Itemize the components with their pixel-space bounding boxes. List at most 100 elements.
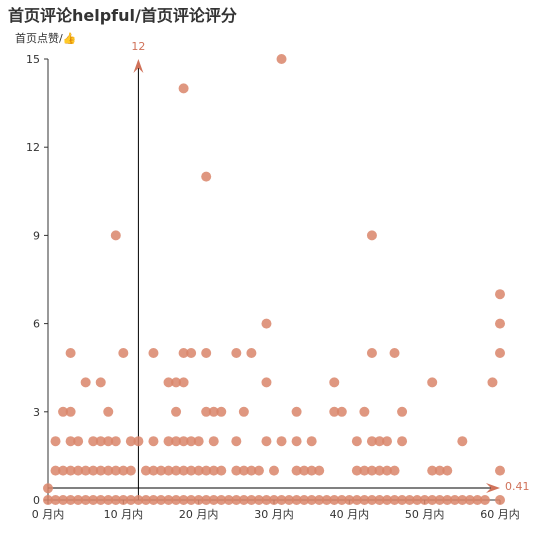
data-point — [163, 465, 174, 476]
data-point — [171, 406, 182, 417]
data-point — [382, 436, 392, 447]
data-point — [80, 377, 91, 388]
data-point — [351, 436, 362, 447]
data-point — [261, 377, 272, 388]
y-reference-label: 0.41 — [505, 480, 530, 493]
data-point — [231, 495, 242, 505]
data-point — [427, 465, 438, 476]
data-point — [73, 465, 84, 476]
data-point — [171, 495, 182, 505]
data-point — [95, 377, 106, 388]
data-point — [88, 495, 99, 505]
data-point — [419, 495, 430, 505]
data-point — [306, 495, 317, 505]
data-point — [80, 465, 91, 476]
data-point — [246, 348, 257, 358]
data-point — [43, 483, 53, 494]
data-point — [351, 465, 362, 476]
data-point — [148, 348, 159, 358]
data-point — [140, 495, 151, 505]
data-point — [374, 465, 385, 476]
data-point — [208, 495, 219, 505]
data-point — [449, 495, 460, 505]
data-point — [382, 465, 392, 476]
data-point — [178, 83, 189, 94]
y-tick-label: 15 — [26, 53, 40, 66]
data-point — [103, 465, 114, 476]
data-point — [261, 318, 272, 329]
data-point — [125, 495, 136, 505]
data-point — [103, 495, 114, 505]
x-tick-label: 0 月内 — [32, 507, 65, 521]
data-point — [50, 436, 61, 447]
data-point — [397, 436, 408, 447]
data-point — [359, 465, 370, 476]
data-point — [103, 406, 114, 417]
x-tick-label: 40 月内 — [330, 507, 370, 521]
data-point — [171, 377, 182, 388]
data-point — [427, 495, 438, 505]
chart-title: 首页评论helpful/首页评论评分 — [8, 6, 237, 25]
data-point — [163, 377, 174, 388]
data-point — [238, 465, 249, 476]
data-point — [246, 465, 257, 476]
data-point — [231, 348, 242, 358]
data-point — [321, 495, 332, 505]
y-tick-label: 6 — [33, 318, 40, 331]
data-point — [65, 406, 76, 417]
data-point — [329, 377, 340, 388]
data-point — [336, 495, 347, 505]
data-point — [314, 465, 325, 476]
data-point — [58, 495, 69, 505]
y-tick-label: 0 — [33, 494, 40, 507]
data-point — [73, 495, 84, 505]
data-point — [351, 495, 362, 505]
data-point — [253, 465, 264, 476]
data-point — [50, 465, 61, 476]
data-point — [366, 348, 377, 358]
y-reference-arrow — [486, 482, 500, 493]
data-point — [65, 436, 76, 447]
data-point — [95, 465, 106, 476]
data-point — [238, 495, 249, 505]
data-point — [299, 465, 310, 476]
data-point — [186, 348, 197, 358]
x-tick-label: 60 月内 — [480, 507, 520, 521]
data-point — [88, 436, 99, 447]
data-point — [156, 495, 166, 505]
data-point — [314, 495, 325, 505]
data-point — [193, 495, 204, 505]
data-point — [359, 495, 370, 505]
data-point — [299, 495, 310, 505]
reference-lines: 120.41 — [48, 40, 530, 500]
data-point — [118, 495, 129, 505]
data-point — [178, 465, 189, 476]
x-tick-label: 50 月内 — [405, 507, 445, 521]
data-point — [133, 436, 144, 447]
data-point — [178, 495, 189, 505]
data-point — [163, 495, 174, 505]
x-tick-label: 10 月内 — [104, 507, 144, 521]
y-axis-label: 首页点赞/👍 — [15, 31, 76, 45]
data-point — [110, 465, 121, 476]
data-point — [216, 495, 227, 505]
data-point — [329, 495, 340, 505]
data-point — [389, 495, 400, 505]
data-point — [186, 436, 197, 447]
data-point — [201, 406, 212, 417]
x-reference-label: 12 — [131, 40, 145, 53]
data-point — [495, 318, 505, 329]
y-tick-label: 9 — [33, 229, 40, 242]
y-tick-label: 12 — [26, 141, 40, 154]
data-point — [110, 436, 121, 447]
data-point — [223, 495, 234, 505]
data-point — [382, 495, 392, 505]
data-point — [156, 465, 166, 476]
data-point — [291, 495, 302, 505]
data-point — [366, 230, 377, 241]
data-point — [171, 465, 182, 476]
data-point — [125, 465, 136, 476]
data-point — [178, 377, 189, 388]
x-tick-label: 20 月内 — [179, 507, 219, 521]
data-point — [110, 495, 121, 505]
